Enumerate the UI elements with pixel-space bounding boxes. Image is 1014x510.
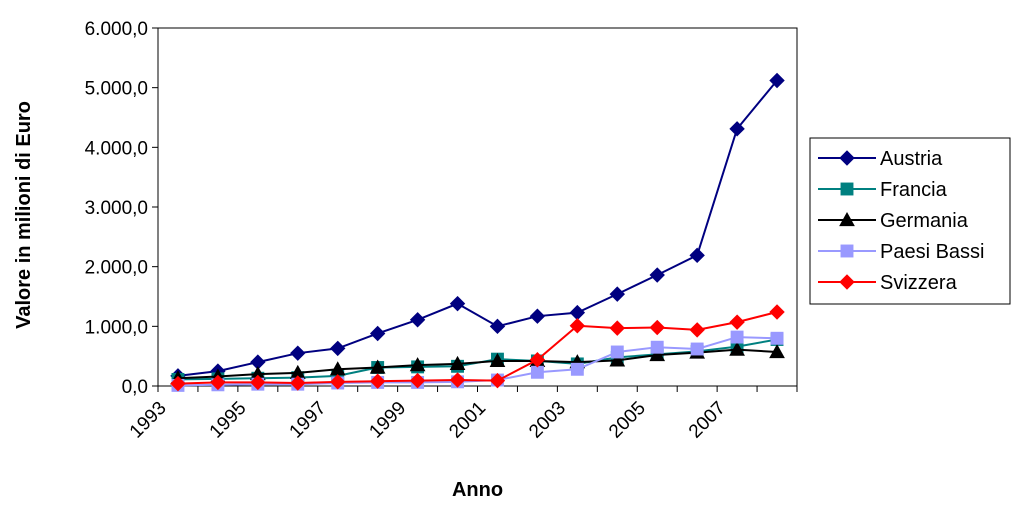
- y-tick-label: 0,0: [122, 377, 148, 398]
- y-tick-label: 4.000,0: [85, 138, 148, 159]
- data-point: [689, 247, 705, 264]
- data-point: [369, 373, 386, 389]
- series-line: [177, 348, 778, 380]
- series-layer: [170, 72, 785, 392]
- data-point: [369, 325, 386, 342]
- data-point: [489, 318, 506, 335]
- series-line: [177, 311, 778, 385]
- x-tick-label: 1999: [365, 398, 410, 443]
- data-point: [610, 345, 624, 359]
- data-point: [690, 342, 704, 356]
- y-tick-label: 5.000,0: [85, 79, 148, 100]
- data-point: [609, 352, 626, 367]
- data-point: [250, 374, 266, 391]
- data-point: [529, 308, 546, 324]
- data-point: [529, 352, 546, 368]
- x-axis-title: Anno: [452, 479, 503, 501]
- series-austria: [170, 72, 785, 384]
- y-tick-label: 1.000,0: [85, 317, 148, 338]
- data-point: [840, 182, 854, 196]
- legend: Austria Francia Germania Paesi Bassi Svizzer…: [809, 137, 1011, 305]
- x-tick-label: 2003: [525, 398, 570, 443]
- x-tick-label: 2007: [685, 398, 730, 443]
- legend-entry: Austria: [818, 148, 943, 170]
- x-axis: 1993 1995 1997 1999 2001 2003 2005 2007: [126, 386, 798, 443]
- data-point: [489, 352, 506, 368]
- data-point: [839, 150, 855, 166]
- y-tick-label: 3.000,0: [85, 198, 148, 219]
- data-point: [770, 331, 784, 345]
- data-point: [609, 320, 625, 336]
- legend-label: Paesi Bassi: [880, 241, 985, 263]
- x-tick-label: 1995: [206, 398, 251, 443]
- x-tick-label: 1993: [126, 398, 171, 443]
- x-tick-label: 2005: [605, 398, 650, 443]
- data-point: [729, 314, 745, 330]
- data-point: [409, 357, 426, 372]
- data-point: [290, 345, 306, 361]
- data-point: [569, 304, 586, 321]
- y-axis: 0,0 1.000,0 2.000,0 3.000,0 4.000,0 5.000,0 6.…: [85, 19, 158, 398]
- data-point: [840, 244, 854, 258]
- legend-label: Francia: [880, 179, 948, 201]
- data-point: [489, 372, 506, 389]
- legend-entry: Francia: [818, 179, 948, 201]
- legend-label: Austria: [880, 148, 943, 170]
- legend-label: Germania: [880, 210, 969, 232]
- data-point: [609, 286, 625, 302]
- data-point: [650, 340, 664, 354]
- data-point: [769, 343, 785, 359]
- data-point: [730, 330, 744, 344]
- data-point: [170, 375, 186, 392]
- data-point: [330, 340, 346, 357]
- series-line: [177, 79, 778, 377]
- data-point: [449, 372, 466, 388]
- data-point: [530, 365, 544, 379]
- data-point: [409, 372, 426, 389]
- data-point: [449, 355, 466, 371]
- data-point: [769, 72, 785, 89]
- data-point: [569, 318, 586, 334]
- data-point: [649, 319, 665, 336]
- legend-entry: Paesi Bassi: [818, 241, 985, 263]
- legend-label: Svizzera: [880, 272, 958, 294]
- data-point: [769, 304, 785, 320]
- x-tick-label: 1997: [286, 398, 331, 443]
- x-tick-label: 2001: [445, 398, 490, 443]
- data-point: [729, 341, 745, 356]
- data-point: [290, 375, 306, 391]
- data-point: [839, 211, 855, 227]
- y-tick-label: 6.000,0: [85, 19, 148, 40]
- legend-entry: Svizzera: [818, 272, 958, 294]
- data-point: [449, 295, 466, 312]
- data-point: [570, 362, 584, 376]
- legend-entry: Germania: [818, 210, 969, 232]
- series-svizzera: [170, 304, 785, 392]
- data-point: [649, 267, 665, 283]
- data-point: [409, 312, 426, 328]
- y-tick-label: 2.000,0: [85, 258, 148, 279]
- y-axis-title: Valore in milioni di Euro: [13, 101, 35, 329]
- data-point: [689, 322, 705, 338]
- data-point: [649, 346, 666, 362]
- data-point: [839, 274, 855, 290]
- data-point: [729, 121, 745, 137]
- data-point: [330, 374, 346, 390]
- data-point: [210, 374, 226, 391]
- data-point: [369, 359, 386, 374]
